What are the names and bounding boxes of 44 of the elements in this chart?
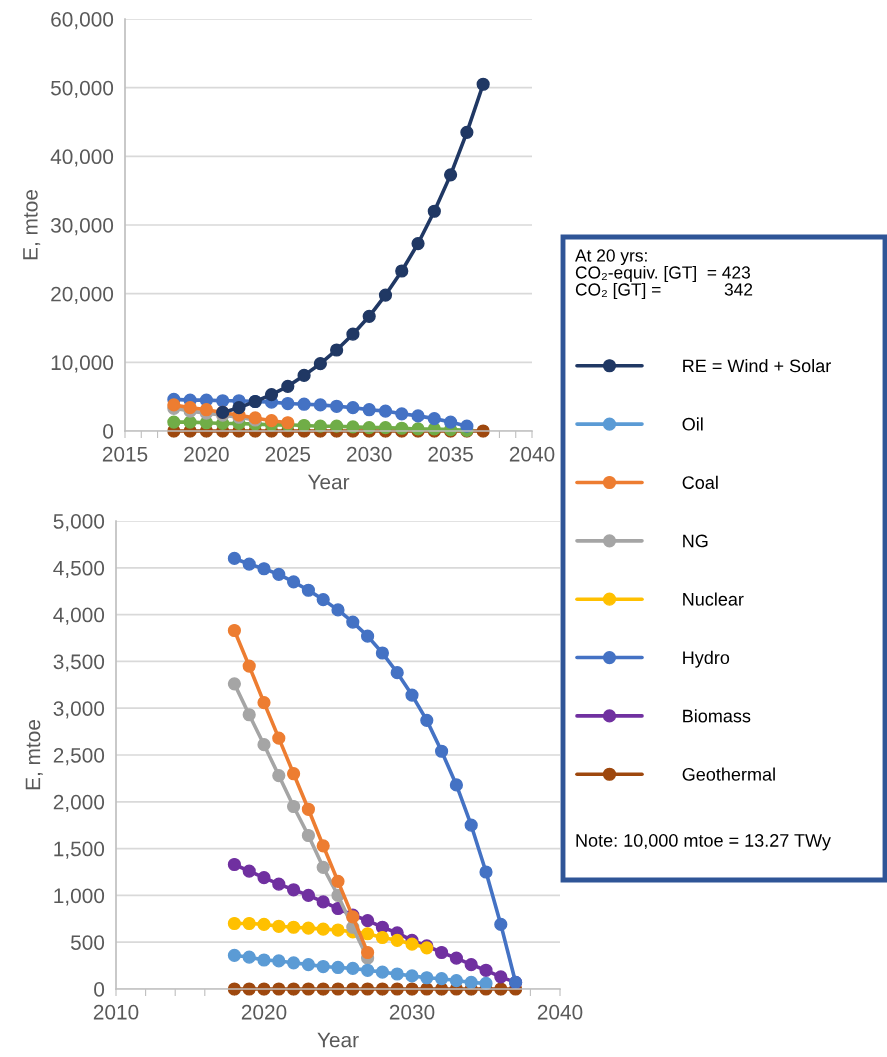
x-tick-label: 2020: [184, 446, 229, 462]
y-tick-label: 20,000: [51, 286, 114, 304]
text: Note: 10,000 mtoe = 13.27 TWy: [576, 834, 831, 851]
y-tick-label: 1,000: [54, 888, 105, 906]
x-tick-label: 2020: [241, 1004, 287, 1020]
x-tick-label: 2030: [389, 1004, 435, 1020]
y-tick-label: 60,000: [51, 12, 114, 30]
x-tick-label: 2025: [265, 446, 311, 462]
x-axis-title: Year: [307, 474, 350, 490]
legend-label: NG: [683, 534, 708, 548]
y-axis-title: E, mtoe: [25, 720, 43, 790]
y-tick-label: 3,500: [53, 654, 105, 672]
y-tick-label: 10,000: [51, 355, 114, 373]
y-tick-label: 30,000: [50, 218, 114, 236]
x-tick-label: 2040: [509, 446, 555, 462]
x-tick-label: 2030: [347, 446, 392, 462]
y-tick-label: 500: [70, 935, 105, 950]
y-axis-title: E, mtoe: [23, 190, 41, 260]
y-tick-label: 3,000: [53, 701, 105, 719]
text: CO₂-equiv. [GT] = 423: [575, 265, 750, 283]
legend-label: Nuclear: [683, 592, 744, 606]
y-tick-label: 50,000: [51, 80, 114, 98]
x-tick-label: 2015: [102, 446, 148, 462]
y-tick-label: 0: [94, 982, 105, 997]
text: CO₂ [GT] = 342: [575, 282, 753, 300]
y-tick-label: 4,500: [53, 560, 105, 579]
y-tick-label: 40,000: [50, 149, 114, 167]
y-tick-label: 2,000: [53, 794, 105, 813]
x-tick-label: 2035: [428, 446, 473, 462]
x-axis-title: Year: [317, 1032, 359, 1048]
legend-label: Biomass: [683, 709, 751, 723]
legend-label: Hydro: [683, 650, 730, 668]
y-tick-label: 4,000: [53, 607, 105, 625]
legend-label: Coal: [682, 475, 718, 489]
x-tick-label: 2010: [93, 1004, 139, 1020]
y-tick-label: 1,500: [54, 841, 105, 859]
legend-label: RE = Wind + Solar: [683, 359, 831, 373]
y-tick-label: 5,000: [53, 514, 105, 532]
legend-label: Geothermal: [682, 767, 775, 781]
text: At 20 yrs:: [575, 249, 647, 266]
legend-label: Oil: [682, 417, 703, 431]
x-tick-label: 2040: [537, 1004, 583, 1020]
y-tick-label: 0: [103, 424, 114, 439]
y-tick-label: 2,500: [53, 748, 105, 766]
